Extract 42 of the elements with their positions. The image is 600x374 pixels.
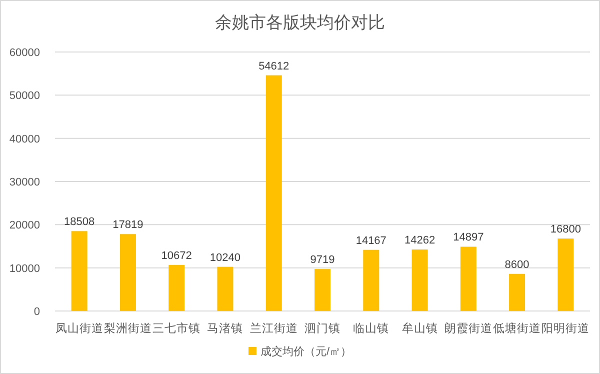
y-tick-label: 50000 (9, 90, 40, 102)
data-label: 16800 (550, 223, 581, 236)
y-tick-label: 10000 (9, 262, 40, 275)
x-tick-label: 凤山街道 (55, 322, 104, 335)
data-label: 10672 (161, 250, 192, 262)
bar (314, 269, 330, 311)
bar (120, 234, 136, 311)
data-label: 14167 (356, 234, 386, 247)
y-tick-label: 20000 (9, 220, 40, 232)
data-label: 10240 (210, 252, 241, 264)
chart-title: 余姚市各版块均价对比 (215, 13, 385, 32)
x-tick-label: 马渚镇 (207, 322, 244, 335)
y-tick-label: 60000 (9, 47, 40, 59)
x-tick-label: 朗霞街道 (444, 321, 492, 335)
bar (266, 75, 282, 311)
x-tick-label: 临山镇 (353, 322, 390, 335)
data-label: 17819 (112, 219, 144, 232)
y-tick-label: 0 (34, 306, 40, 318)
data-label: 9719 (310, 254, 335, 266)
x-tick-label: 三七市镇 (152, 321, 201, 335)
x-tick-label: 低塘街道 (493, 321, 542, 335)
x-tick-label: 兰江街道 (250, 321, 298, 335)
bar (217, 266, 234, 311)
data-label: 54612 (258, 60, 290, 72)
data-label: 14262 (404, 234, 436, 246)
legend-label: 成交均价（元/㎡） (260, 345, 352, 358)
bar (412, 249, 428, 311)
bar (168, 264, 185, 311)
x-tick-label: 阳明街道 (542, 322, 590, 335)
x-tick-label: 牟山镇 (402, 321, 438, 335)
data-label: 18508 (64, 216, 95, 228)
y-tick-label: 30000 (9, 176, 40, 188)
bar (460, 246, 476, 311)
x-tick-label: 泗门镇 (304, 321, 340, 335)
bar (363, 250, 380, 311)
x-tick-label: 梨洲街道 (104, 322, 152, 335)
y-tick-label: 40000 (9, 133, 40, 146)
bar (509, 274, 526, 311)
bar (71, 231, 88, 311)
bar (558, 238, 574, 311)
data-label: 8600 (504, 258, 530, 271)
data-label: 14897 (453, 232, 484, 244)
